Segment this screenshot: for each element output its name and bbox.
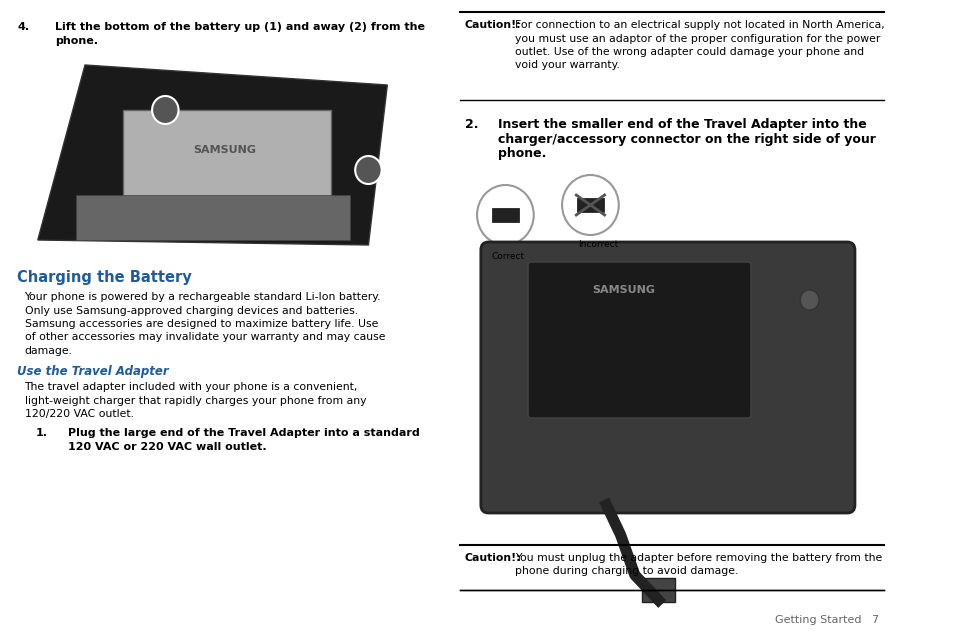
Text: Caution!:: Caution!: — [464, 20, 521, 30]
Text: Correct: Correct — [491, 252, 524, 261]
Text: 7: 7 — [870, 615, 877, 625]
FancyBboxPatch shape — [577, 198, 603, 212]
Text: light-weight charger that rapidly charges your phone from any: light-weight charger that rapidly charge… — [25, 396, 366, 406]
Text: Samsung accessories are designed to maximize battery life. Use: Samsung accessories are designed to maxi… — [25, 319, 377, 329]
Circle shape — [355, 156, 381, 184]
Text: phone.: phone. — [497, 147, 546, 160]
FancyBboxPatch shape — [492, 208, 518, 222]
Text: damage.: damage. — [25, 346, 72, 356]
Text: Charging the Battery: Charging the Battery — [17, 270, 192, 285]
Text: SAMSUNG: SAMSUNG — [193, 145, 256, 155]
Circle shape — [561, 175, 618, 235]
Text: 1: 1 — [364, 163, 373, 177]
Text: Use the Travel Adapter: Use the Travel Adapter — [17, 366, 169, 378]
Text: charger/accessory connector on the right side of your: charger/accessory connector on the right… — [497, 132, 875, 146]
Text: Caution!:: Caution!: — [464, 553, 521, 563]
Text: 4.: 4. — [17, 22, 30, 32]
Text: SAMSUNG: SAMSUNG — [592, 285, 655, 295]
Text: phone during charging to avoid damage.: phone during charging to avoid damage. — [515, 567, 738, 576]
FancyBboxPatch shape — [528, 262, 750, 418]
Text: outlet. Use of the wrong adapter could damage your phone and: outlet. Use of the wrong adapter could d… — [515, 47, 863, 57]
Text: 120 VAC or 220 VAC wall outlet.: 120 VAC or 220 VAC wall outlet. — [68, 441, 266, 452]
Text: 120/220 VAC outlet.: 120/220 VAC outlet. — [25, 410, 133, 420]
Text: Getting Started: Getting Started — [774, 615, 861, 625]
Text: Insert the smaller end of the Travel Adapter into the: Insert the smaller end of the Travel Ada… — [497, 118, 865, 131]
Text: For connection to an electrical supply not located in North America,: For connection to an electrical supply n… — [515, 20, 883, 30]
FancyBboxPatch shape — [75, 195, 349, 240]
Text: Your phone is powered by a rechargeable standard Li-Ion battery.: Your phone is powered by a rechargeable … — [25, 292, 380, 302]
FancyBboxPatch shape — [123, 110, 331, 200]
Polygon shape — [38, 65, 387, 245]
Text: 1.: 1. — [36, 428, 48, 438]
Text: of other accessories may invalidate your warranty and may cause: of other accessories may invalidate your… — [25, 333, 385, 343]
Text: You must unplug the adapter before removing the battery from the: You must unplug the adapter before remov… — [515, 553, 882, 563]
Text: 2: 2 — [161, 104, 170, 116]
Circle shape — [800, 290, 819, 310]
Circle shape — [476, 185, 533, 245]
Text: Lift the bottom of the battery up (1) and away (2) from the: Lift the bottom of the battery up (1) an… — [54, 22, 424, 32]
Text: Incorrect: Incorrect — [578, 240, 618, 249]
Text: 2.: 2. — [464, 118, 477, 131]
Text: Plug the large end of the Travel Adapter into a standard: Plug the large end of the Travel Adapter… — [68, 428, 419, 438]
FancyBboxPatch shape — [641, 578, 674, 602]
Text: The travel adapter included with your phone is a convenient,: The travel adapter included with your ph… — [25, 382, 357, 392]
Text: Only use Samsung-approved charging devices and batteries.: Only use Samsung-approved charging devic… — [25, 305, 357, 315]
Text: phone.: phone. — [54, 36, 98, 46]
FancyBboxPatch shape — [480, 242, 854, 513]
Circle shape — [152, 96, 178, 124]
Text: void your warranty.: void your warranty. — [515, 60, 619, 71]
Text: you must use an adaptor of the proper configuration for the power: you must use an adaptor of the proper co… — [515, 34, 880, 43]
